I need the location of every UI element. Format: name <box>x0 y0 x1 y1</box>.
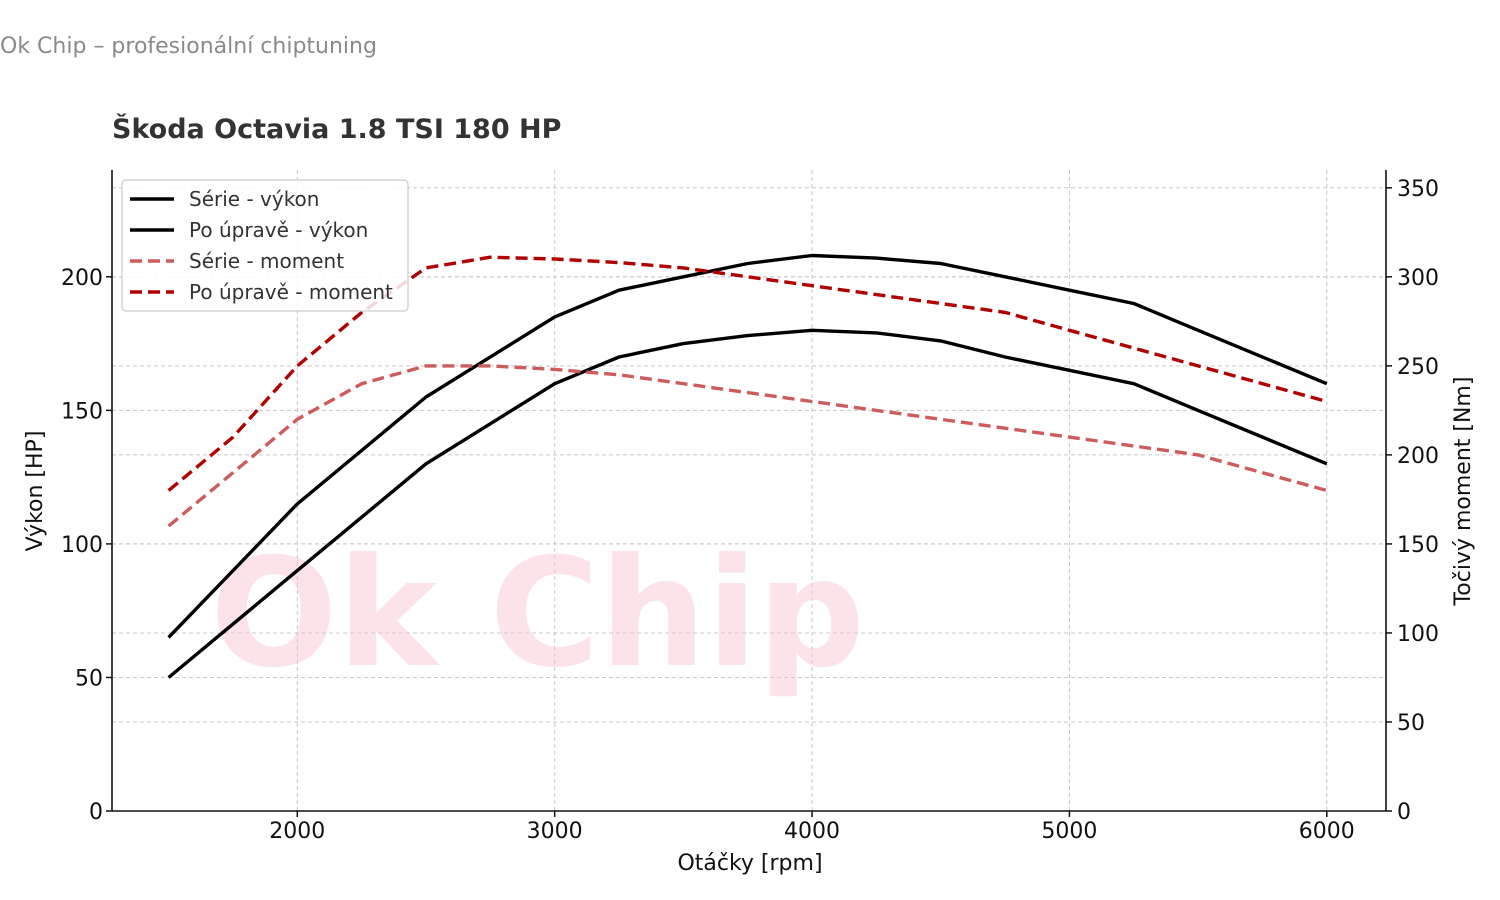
y2-tick-label: 0 <box>1397 800 1411 825</box>
y-tick-label: 50 <box>75 666 103 691</box>
y2-tick-label: 250 <box>1397 355 1439 380</box>
legend-label: Série - moment <box>189 249 344 273</box>
y2-tick-label: 50 <box>1397 711 1425 736</box>
y2-tick-label: 200 <box>1397 444 1439 469</box>
chart-title: Škoda Octavia 1.8 TSI 180 HP <box>112 113 561 145</box>
series-line-3 <box>167 364 1328 528</box>
series-line-2 <box>167 253 1328 639</box>
x-tick-label: 5000 <box>1041 819 1097 844</box>
y2-tick-label: 150 <box>1397 533 1439 558</box>
x-tick-label: 6000 <box>1299 819 1355 844</box>
header-text: Ok Chip – profesionální chiptuning <box>0 34 377 59</box>
x-axis-label: Otáčky [rpm] <box>677 851 822 876</box>
y-tick-label: 150 <box>61 399 103 424</box>
x-tick-label: 3000 <box>527 819 583 844</box>
y-axis-label: Výkon [HP] <box>23 431 48 552</box>
x-tick-label: 2000 <box>269 819 325 844</box>
series-line-1 <box>167 328 1328 679</box>
watermark-logo: Ok Chip <box>210 527 865 701</box>
y2-tick-label: 300 <box>1397 266 1439 291</box>
x-tick-label: 4000 <box>784 819 840 844</box>
legend-label: Po úpravě - výkon <box>189 218 368 242</box>
series-lines <box>167 253 1328 679</box>
y-tick-label: 100 <box>61 533 103 558</box>
y2-tick-label: 100 <box>1397 622 1439 647</box>
axes: 2000 3000 4000 5000 600005010015020005010015… <box>61 170 1439 844</box>
y-tick-label: 0 <box>89 800 103 825</box>
y2-tick-label: 350 <box>1397 177 1439 202</box>
series-line-4 <box>167 255 1328 492</box>
legend: Série - výkon Po úpravě - výkon Série - mo… <box>121 179 409 312</box>
legend-label: Série - výkon <box>189 187 319 211</box>
legend-box <box>121 179 409 312</box>
legend-label: Po úpravě - moment <box>189 280 393 304</box>
y-tick-label: 200 <box>61 266 103 291</box>
y2-axis-label: Točivý moment [Nm] <box>1451 377 1476 607</box>
